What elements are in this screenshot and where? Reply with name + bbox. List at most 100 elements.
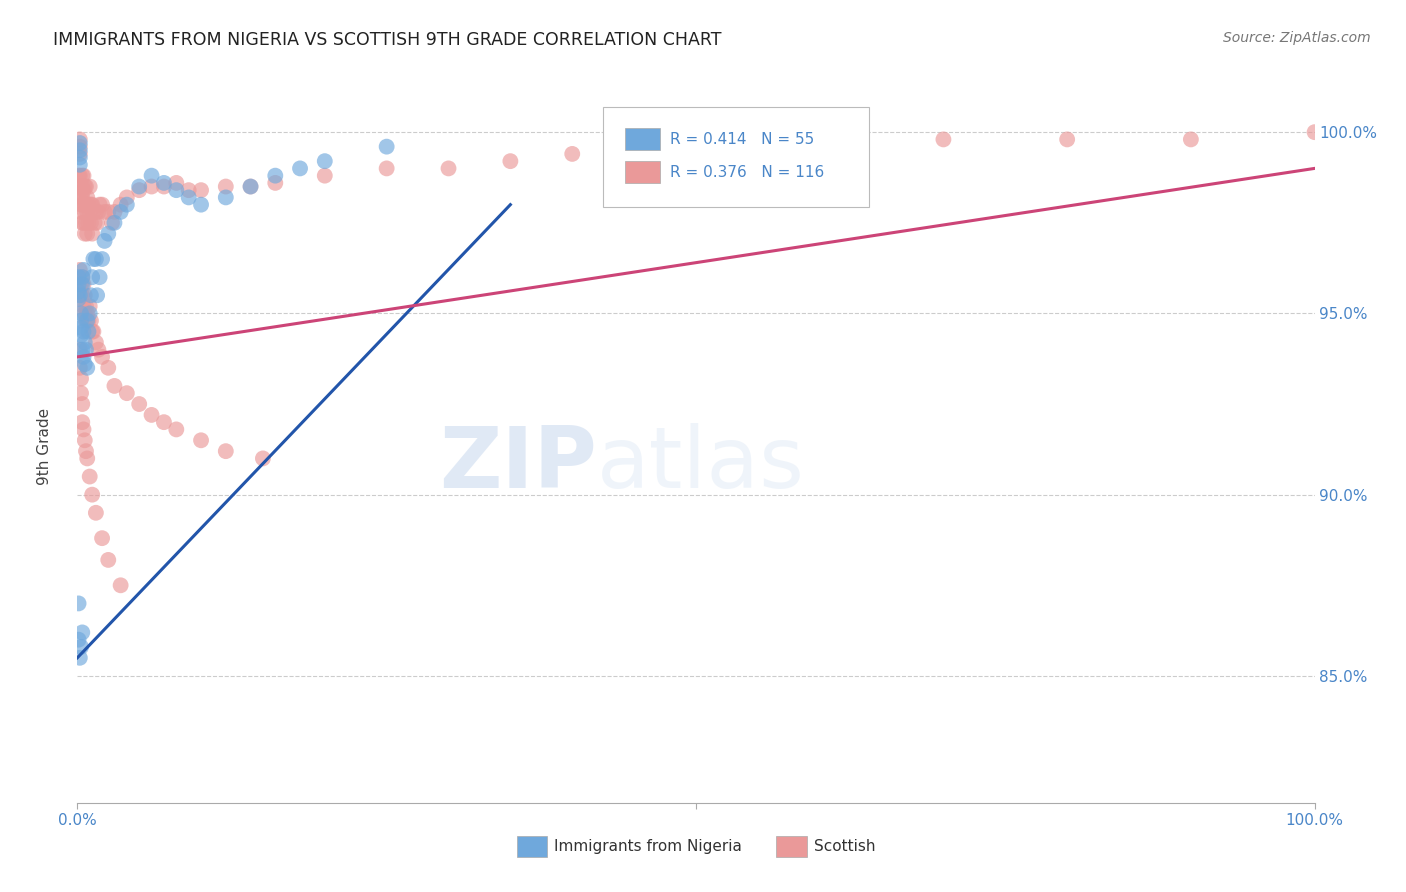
Point <box>73 288 96 302</box>
Point <box>70 197 93 211</box>
Point <box>110 205 132 219</box>
Point <box>77 313 100 327</box>
Point <box>82 252 104 266</box>
Point <box>165 176 187 190</box>
Point <box>69 343 91 357</box>
Bar <box>776 836 807 856</box>
Point <box>215 190 238 204</box>
Point <box>70 328 93 343</box>
Point <box>77 325 100 339</box>
Point <box>252 451 274 466</box>
Point <box>69 151 91 165</box>
Point <box>76 360 98 375</box>
Text: R = 0.376   N = 116: R = 0.376 N = 116 <box>671 165 824 179</box>
Point <box>190 183 212 197</box>
Point <box>72 397 94 411</box>
Point <box>72 299 94 313</box>
Point <box>73 205 96 219</box>
Point <box>101 216 124 230</box>
Point <box>72 343 94 357</box>
Point <box>67 169 90 183</box>
Point <box>69 169 91 183</box>
Point <box>499 154 522 169</box>
Point <box>288 161 311 176</box>
Point <box>72 169 94 183</box>
Text: ZIP: ZIP <box>439 423 598 506</box>
Text: 9th Grade: 9th Grade <box>38 408 52 484</box>
Point <box>87 343 110 357</box>
Point <box>1056 132 1078 146</box>
Point <box>73 357 96 371</box>
Point <box>110 197 132 211</box>
Point <box>70 372 93 386</box>
Point <box>76 190 98 204</box>
Point <box>76 451 98 466</box>
Point <box>86 288 108 302</box>
Text: atlas: atlas <box>598 423 806 506</box>
Point <box>72 179 94 194</box>
Point <box>165 183 187 197</box>
Point <box>91 197 114 211</box>
Point <box>82 205 104 219</box>
Point <box>82 325 104 339</box>
Point <box>79 299 101 313</box>
Point <box>153 415 176 429</box>
Point <box>69 139 91 153</box>
Point <box>190 197 212 211</box>
Point <box>70 306 93 320</box>
Point <box>72 350 94 364</box>
Point <box>79 179 101 194</box>
Point <box>75 197 97 211</box>
Point <box>76 227 98 241</box>
Point <box>264 169 287 183</box>
Text: Source: ZipAtlas.com: Source: ZipAtlas.com <box>1223 31 1371 45</box>
Point <box>128 397 150 411</box>
Point <box>72 216 94 230</box>
Point <box>80 288 103 302</box>
Point <box>91 531 114 545</box>
Point <box>932 132 955 146</box>
Point <box>79 306 101 320</box>
Point <box>69 147 91 161</box>
Bar <box>516 836 547 856</box>
Point <box>375 161 398 176</box>
Point <box>82 197 104 211</box>
Point <box>75 444 97 458</box>
Point <box>80 216 103 230</box>
Point <box>80 197 103 211</box>
Point <box>77 197 100 211</box>
Point <box>808 139 831 153</box>
Point <box>67 632 90 647</box>
Text: IMMIGRANTS FROM NIGERIA VS SCOTTISH 9TH GRADE CORRELATION CHART: IMMIGRANTS FROM NIGERIA VS SCOTTISH 9TH … <box>53 31 721 49</box>
Point <box>69 360 91 375</box>
Point <box>72 197 94 211</box>
Point <box>84 252 107 266</box>
Text: R = 0.414   N = 55: R = 0.414 N = 55 <box>671 131 814 146</box>
Point <box>153 176 176 190</box>
Point <box>70 205 93 219</box>
Point <box>141 179 163 194</box>
Point <box>67 292 90 306</box>
Point <box>87 205 110 219</box>
Point <box>103 379 125 393</box>
Point <box>69 263 91 277</box>
Point <box>103 205 125 219</box>
Point <box>153 179 176 194</box>
Text: Scottish: Scottish <box>814 838 875 854</box>
Point <box>314 169 336 183</box>
Point <box>67 270 90 285</box>
Point <box>72 277 94 292</box>
Point <box>75 299 97 313</box>
Point <box>82 325 104 339</box>
Point <box>69 136 91 150</box>
Point <box>93 234 115 248</box>
Point <box>84 205 107 219</box>
Point <box>76 205 98 219</box>
Point <box>97 205 120 219</box>
Point <box>89 197 111 211</box>
Point <box>72 288 94 302</box>
Point <box>73 306 96 320</box>
Point <box>80 313 103 327</box>
Point <box>437 161 460 176</box>
Point <box>72 190 94 204</box>
